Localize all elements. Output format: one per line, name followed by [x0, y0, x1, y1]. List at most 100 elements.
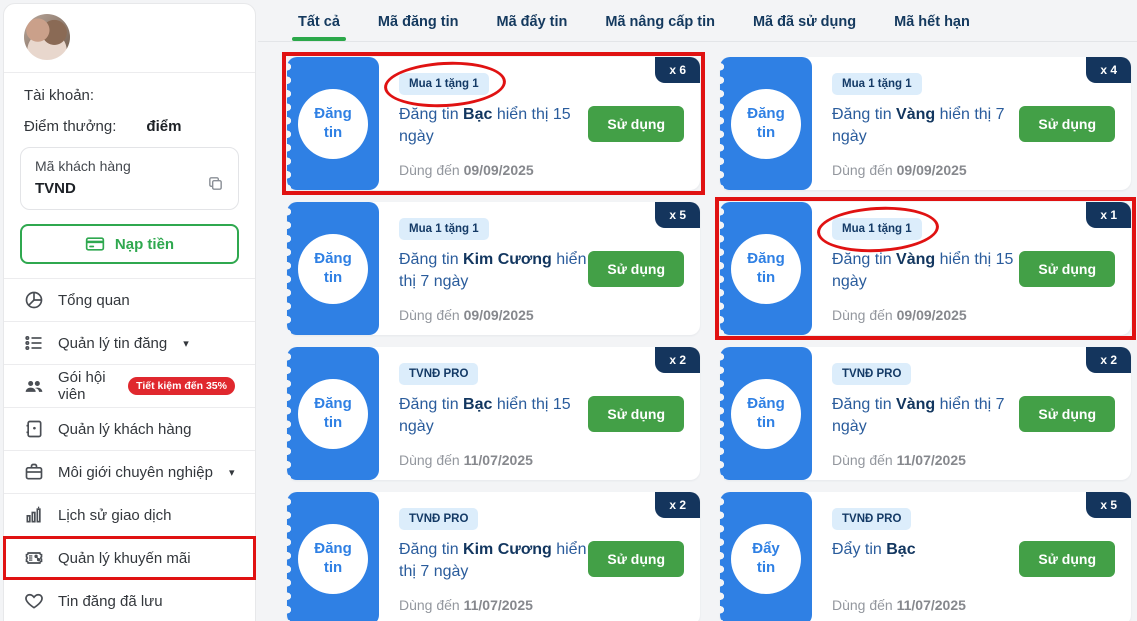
ticket-type-circle: Đăng tin: [731, 378, 801, 449]
chevron-down-icon: ▾: [183, 337, 189, 350]
use-button[interactable]: Sử dụng: [588, 540, 684, 577]
promo-type-badge: Mua 1 tặng 1: [399, 73, 489, 95]
voucher-expiry: Dùng đến 09/09/2025: [832, 162, 967, 178]
tab-listing-codes[interactable]: Mã đăng tin: [374, 10, 463, 41]
ticket-type-label: Đăng tin: [747, 104, 785, 141]
quantity-badge: x 1: [1086, 202, 1131, 228]
account-row: Tài khoản:: [4, 73, 255, 104]
ticket-type-circle: Đẩy tin: [731, 523, 801, 594]
ticket-stub: Đăng tin: [716, 202, 812, 335]
chevron-down-icon: ▾: [228, 466, 235, 479]
sidebar-item-promotions[interactable]: Quản lý khuyến mãi: [3, 536, 256, 580]
promo-type-badge: Mua 1 tặng 1: [832, 73, 922, 95]
ticket-type-circle: Đăng tin: [298, 523, 368, 594]
topup-button[interactable]: Nạp tiền: [20, 224, 239, 264]
voucher-title: Đăng tin Vàng hiển thị 15 ngày: [832, 251, 1014, 291]
use-button[interactable]: Sử dụng: [588, 395, 684, 432]
sidebar-item-label: Quản lý khách hàng: [58, 420, 192, 438]
voucher-card-wrap: Đẩy tin TVNĐ PRO Đẩy tin Bạc Dùng đến 11…: [716, 492, 1131, 621]
voucher-expiry: Dùng đến 09/09/2025: [399, 162, 534, 178]
ticket-type-label: Đăng tin: [747, 249, 785, 286]
voucher-card: Đăng tin TVNĐ PRO Đăng tin Vàng hiển thị…: [716, 347, 1131, 480]
sidebar-item-overview[interactable]: Tổng quan: [4, 278, 255, 321]
sidebar-item-label: Gói hội viên: [58, 369, 106, 403]
voucher-card-wrap: Đăng tin TVNĐ PRO Đăng tin Bạc hiển thị …: [283, 347, 700, 480]
ticket-type-circle: Đăng tin: [731, 88, 801, 159]
use-button[interactable]: Sử dụng: [1019, 250, 1115, 287]
voucher-body: TVNĐ PRO Đăng tin Kim Cương hiển thị 7 n…: [379, 492, 588, 621]
sidebar-item-membership[interactable]: Gói hội viên Tiết kiệm đến 35%: [4, 364, 255, 407]
sidebar-item-label: Lịch sử giao dịch: [58, 506, 172, 524]
quantity-badge: x 4: [1086, 57, 1131, 83]
voucher-title: Đăng tin Kim Cương hiển thị 7 ngày: [399, 251, 587, 291]
sidebar-item-pro-broker[interactable]: Môi giới chuyên nghiệp ▾: [4, 450, 255, 493]
voucher-title: Đẩy tin Bạc: [832, 541, 916, 558]
voucher-card-wrap: Đăng tin Mua 1 tặng 1 Đăng tin Vàng hiển…: [716, 57, 1131, 190]
promo-type-badge: Mua 1 tặng 1: [399, 218, 489, 240]
voucher-body: Mua 1 tặng 1 Đăng tin Kim Cương hiển thị…: [379, 202, 588, 335]
voucher-card: Đăng tin TVNĐ PRO Đăng tin Kim Cương hiể…: [283, 492, 700, 621]
use-button[interactable]: Sử dụng: [1019, 395, 1115, 432]
tab-expired-codes[interactable]: Mã hết hạn: [890, 10, 974, 41]
tab-label: Tất cả: [298, 14, 340, 30]
avatar: [24, 14, 70, 60]
annotation-rect-card-4: Đăng tin Mua 1 tặng 1 Đăng tin Vàng hiển…: [715, 197, 1136, 340]
use-button[interactable]: Sử dụng: [588, 105, 684, 142]
sidebar-item-listings[interactable]: Quản lý tin đăng ▾: [4, 321, 255, 364]
promo-type-badge: Mua 1 tặng 1: [832, 218, 922, 240]
ticket-stub: Đăng tin: [283, 57, 379, 190]
voucher-title: Đăng tin Vàng hiển thị 7 ngày: [832, 106, 1005, 146]
ticket-type-label: Đăng tin: [314, 539, 352, 576]
tab-label: Mã nâng cấp tin: [605, 14, 715, 30]
promo-type-badge: TVNĐ PRO: [832, 508, 912, 530]
users-icon: [24, 376, 44, 396]
sidebar-item-label: Tổng quan: [58, 291, 130, 309]
tab-all[interactable]: Tất cả: [292, 10, 346, 41]
tab-push-codes[interactable]: Mã đẩy tin: [492, 10, 571, 41]
sidebar-item-saved-listings[interactable]: Tin đăng đã lưu: [4, 579, 255, 621]
ticket-type-circle: Đăng tin: [298, 378, 368, 449]
customer-code-label: Mã khách hàng: [35, 158, 131, 174]
heart-icon: [24, 591, 44, 611]
sidebar-item-customers[interactable]: Quản lý khách hàng: [4, 407, 255, 450]
voucher-grid: Đăng tin Mua 1 tặng 1 Đăng tin Bạc hiển …: [282, 52, 1137, 621]
sidebar-item-transaction-history[interactable]: Lịch sử giao dịch: [4, 493, 255, 536]
topup-label: Nạp tiền: [114, 235, 175, 253]
voucher-expiry: Dùng đến 11/07/2025: [399, 452, 533, 468]
copy-icon[interactable]: [207, 175, 224, 197]
active-tab-underline: [292, 37, 346, 41]
savings-badge: Tiết kiệm đến 35%: [128, 377, 235, 395]
quantity-badge: x 2: [1086, 347, 1131, 373]
ticket-stub: Đăng tin: [283, 492, 379, 621]
voucher-card: Đăng tin Mua 1 tặng 1 Đăng tin Vàng hiển…: [716, 57, 1131, 190]
tab-label: Mã đẩy tin: [496, 14, 568, 30]
list-icon: [24, 333, 44, 353]
voucher-card-wrap: Đăng tin TVNĐ PRO Đăng tin Kim Cương hiể…: [283, 492, 700, 621]
tab-label: Mã đăng tin: [377, 14, 459, 30]
annotation-rect-card-1: Đăng tin Mua 1 tặng 1 Đăng tin Bạc hiển …: [282, 52, 705, 195]
ticket-type-circle: Đăng tin: [731, 233, 801, 304]
ticket-stub: Đẩy tin: [716, 492, 812, 621]
tabs-bar: Tất cả Mã đăng tin Mã đẩy tin Mã nâng cấ…: [258, 0, 1137, 42]
voucher-body: TVNĐ PRO Đăng tin Vàng hiển thị 7 ngày D…: [812, 347, 1019, 480]
ticket-type-circle: Đăng tin: [298, 88, 368, 159]
tab-upgrade-codes[interactable]: Mã nâng cấp tin: [601, 10, 719, 41]
tab-used-codes[interactable]: Mã đã sử dụng: [749, 10, 860, 41]
sidebar-item-label: Môi giới chuyên nghiệp: [58, 463, 213, 481]
points-unit: điểm: [146, 118, 182, 135]
quantity-badge: x 5: [1086, 492, 1131, 518]
voucher-expiry: Dùng đến 11/07/2025: [399, 597, 533, 613]
pie-chart-icon: [24, 290, 44, 310]
annotation-ellipse-badge: Mua 1 tặng 1: [399, 73, 489, 95]
use-button[interactable]: Sử dụng: [1019, 540, 1115, 577]
voucher-body: Mua 1 tặng 1 Đăng tin Vàng hiển thị 15 n…: [812, 202, 1019, 335]
voucher-card-wrap: Đăng tin TVNĐ PRO Đăng tin Vàng hiển thị…: [716, 347, 1131, 480]
voucher-expiry: Dùng đến 09/09/2025: [832, 307, 967, 323]
use-button[interactable]: Sử dụng: [1019, 105, 1115, 142]
sidebar-item-label: Quản lý khuyến mãi: [58, 549, 191, 567]
voucher-body: Mua 1 tặng 1 Đăng tin Vàng hiển thị 7 ng…: [812, 57, 1019, 190]
voucher-card: Đăng tin Mua 1 tặng 1 Đăng tin Kim Cương…: [283, 202, 700, 335]
annotation-ellipse-badge: Mua 1 tặng 1: [832, 218, 922, 240]
use-button[interactable]: Sử dụng: [588, 250, 684, 287]
